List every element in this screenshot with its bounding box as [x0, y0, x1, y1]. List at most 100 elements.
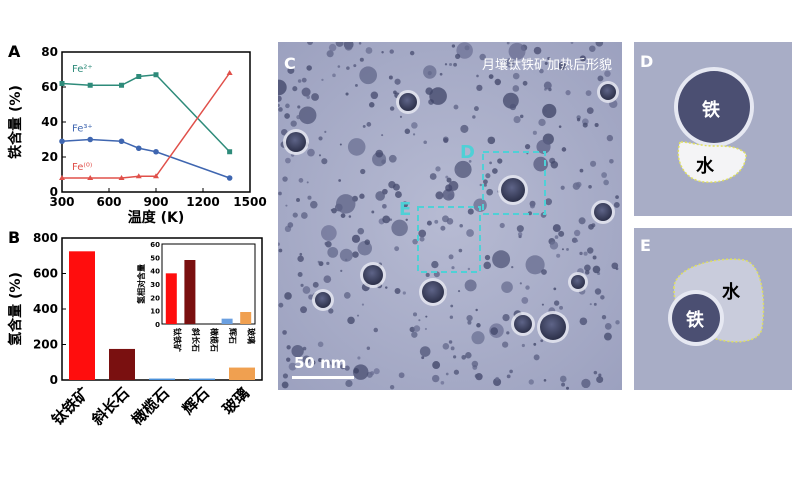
- data-point: [118, 175, 125, 180]
- particle: [509, 103, 517, 111]
- particle: [543, 379, 547, 382]
- particle: [346, 66, 350, 70]
- particle: [600, 295, 605, 300]
- inset-bar: [221, 318, 233, 324]
- particle: [549, 241, 559, 250]
- particle: [553, 287, 557, 291]
- particle: [450, 346, 455, 351]
- particle: [353, 368, 359, 374]
- particle: [332, 73, 336, 78]
- box-label-e: E: [399, 199, 412, 220]
- particle: [339, 248, 353, 262]
- particle: [335, 194, 356, 214]
- particle: [423, 140, 427, 145]
- legend-label: Fe⁽⁰⁾: [72, 162, 92, 173]
- bar: [189, 378, 215, 380]
- inset-y-tick-label: 0: [155, 321, 160, 329]
- particle: [467, 267, 471, 271]
- particle: [310, 360, 316, 365]
- particle: [287, 66, 295, 74]
- particle: [351, 234, 361, 243]
- particle: [594, 122, 599, 128]
- particle: [532, 130, 537, 135]
- particle: [558, 61, 567, 70]
- category-label: 玻璃: [219, 384, 253, 418]
- particle: [483, 183, 487, 187]
- particle: [340, 269, 343, 272]
- label-water-d: 水: [696, 156, 714, 177]
- tem-image-c: 月壤钛铁矿加热后形貌 C D E 50 nm: [278, 42, 622, 390]
- particle: [442, 215, 449, 223]
- inset-category-label: 辉石: [228, 328, 238, 344]
- y-tick-label: 600: [33, 267, 58, 281]
- particle: [337, 65, 341, 68]
- series-line: [61, 138, 230, 179]
- particle: [290, 120, 297, 127]
- data-point: [118, 138, 125, 145]
- particle: [340, 364, 346, 370]
- series-line: [61, 73, 231, 153]
- particle: [298, 178, 304, 183]
- particle: [456, 42, 473, 59]
- particle: [590, 160, 597, 167]
- particle: [394, 288, 401, 294]
- particle: [479, 53, 486, 61]
- particle: [603, 179, 609, 186]
- particle: [475, 308, 478, 312]
- particle: [459, 224, 463, 228]
- iron-particle: [399, 93, 417, 111]
- particle: [519, 282, 522, 285]
- particle: [429, 87, 447, 105]
- particle: [286, 345, 291, 350]
- particle: [394, 246, 400, 252]
- particle: [453, 355, 457, 359]
- particle: [466, 229, 474, 237]
- category-label: 辉石: [179, 384, 213, 418]
- particle: [476, 323, 481, 328]
- particle: [492, 250, 511, 269]
- particle: [542, 108, 547, 113]
- particle: [419, 236, 425, 242]
- particle: [278, 191, 282, 196]
- particle: [292, 212, 298, 218]
- particle: [453, 62, 457, 67]
- y-tick-label: 40: [41, 115, 58, 129]
- particle: [575, 181, 582, 188]
- particle: [454, 160, 472, 179]
- particle: [375, 191, 385, 201]
- particle: [506, 42, 510, 45]
- particle: [366, 346, 371, 350]
- particle: [301, 212, 308, 219]
- particle: [575, 239, 579, 243]
- particle: [512, 85, 520, 92]
- data-point: [59, 81, 65, 86]
- particle: [592, 265, 601, 274]
- particle: [371, 210, 375, 214]
- iron-particle: [501, 178, 525, 202]
- particle: [411, 331, 418, 338]
- particle: [320, 225, 337, 241]
- particle: [300, 306, 307, 314]
- particle: [419, 346, 431, 357]
- particle: [451, 44, 456, 48]
- x-axis-label: 温度 (K): [128, 209, 185, 226]
- particle: [579, 168, 584, 173]
- particle: [521, 343, 525, 348]
- particle: [297, 255, 304, 263]
- y-tick-label: 0: [50, 373, 58, 387]
- category-label: 斜长石: [88, 384, 133, 429]
- particle: [485, 173, 491, 179]
- inset-frame: [161, 243, 256, 325]
- particle: [529, 203, 535, 209]
- particle: [343, 292, 351, 299]
- particle: [559, 375, 567, 383]
- particle: [335, 42, 344, 47]
- particle: [598, 373, 602, 377]
- x-tick-label: 300: [49, 195, 74, 209]
- iron-particle: [422, 281, 444, 303]
- particle: [345, 92, 349, 96]
- particle: [479, 183, 482, 187]
- particle: [368, 102, 375, 108]
- particle: [583, 251, 588, 256]
- particle: [364, 239, 371, 245]
